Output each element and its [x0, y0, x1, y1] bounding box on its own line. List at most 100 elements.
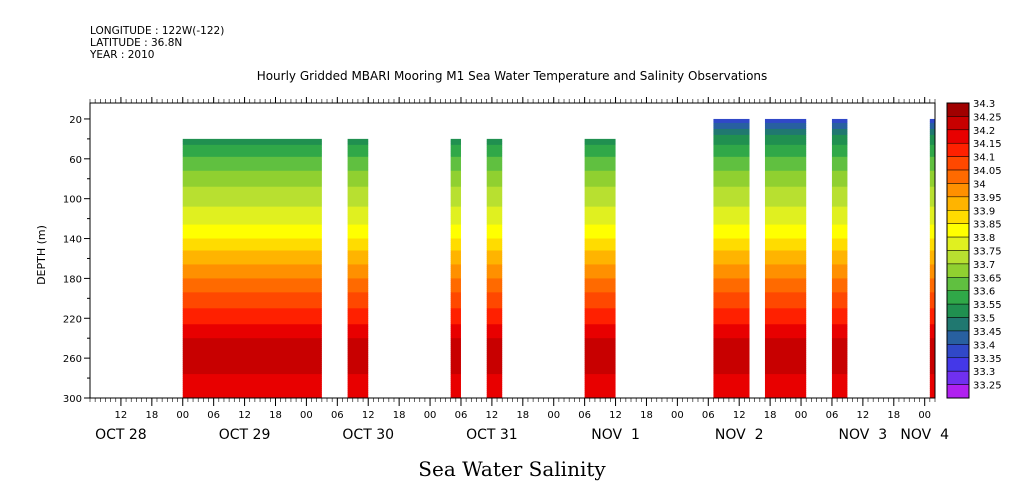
salinity-cell — [831, 290, 848, 293]
salinity-cell — [764, 264, 807, 267]
salinity-cell — [347, 306, 369, 309]
salinity-cell — [764, 128, 807, 132]
salinity-cell — [831, 158, 848, 162]
salinity-cell — [831, 384, 848, 387]
salinity-cell — [713, 292, 750, 295]
salinity-cell — [764, 334, 807, 337]
colorbar-label: 34.05 — [973, 166, 1002, 177]
salinity-cell — [929, 342, 935, 345]
y-tick-label: 300 — [63, 394, 82, 405]
salinity-cell — [831, 242, 848, 246]
salinity-cell — [450, 188, 461, 192]
salinity-cell — [764, 142, 807, 146]
salinity-cell — [450, 326, 461, 329]
salinity-cell — [182, 318, 322, 321]
salinity-cell — [831, 190, 848, 194]
salinity-cell — [929, 178, 935, 182]
salinity-cell — [929, 164, 935, 168]
salinity-cell — [713, 152, 750, 156]
salinity-cell — [486, 284, 503, 287]
salinity-cell — [764, 354, 807, 357]
salinity-cell — [584, 308, 616, 311]
salinity-cell — [713, 230, 750, 234]
salinity-cell — [584, 194, 616, 198]
salinity-cell — [929, 206, 935, 210]
salinity-cell — [584, 300, 616, 303]
salinity-cell — [831, 382, 848, 385]
salinity-cell — [929, 260, 935, 263]
salinity-cell — [347, 374, 369, 377]
salinity-cell — [486, 390, 503, 393]
salinity-cell — [486, 138, 503, 142]
salinity-cell — [450, 396, 461, 398]
y-tick-label: 260 — [63, 354, 82, 365]
x-day-label: NOV 2 — [715, 427, 764, 443]
salinity-cell — [764, 158, 807, 162]
salinity-cell — [764, 188, 807, 192]
salinity-cell — [929, 338, 935, 341]
salinity-cell — [929, 128, 935, 132]
salinity-cell — [764, 220, 807, 224]
salinity-cell — [713, 350, 750, 353]
salinity-cell — [713, 314, 750, 317]
salinity-cell — [929, 272, 935, 275]
salinity-cell — [713, 172, 750, 176]
salinity-cell — [450, 192, 461, 196]
salinity-cell — [486, 324, 503, 327]
salinity-cell — [831, 144, 848, 148]
salinity-cell — [831, 224, 848, 228]
salinity-cell — [486, 266, 503, 269]
salinity-cell — [764, 284, 807, 287]
salinity-cell — [584, 264, 616, 267]
colorbar-label: 33.3 — [973, 367, 995, 378]
salinity-cell — [450, 298, 461, 301]
salinity-cell — [347, 180, 369, 184]
salinity-cell — [486, 352, 503, 355]
salinity-cell — [831, 274, 848, 277]
x-day-label: OCT 28 — [95, 427, 147, 443]
salinity-cell — [713, 150, 750, 154]
salinity-cell — [929, 258, 935, 261]
salinity-cell — [584, 202, 616, 206]
colorbar-label: 33.9 — [973, 206, 995, 217]
salinity-cell — [182, 250, 322, 253]
salinity-cell — [713, 186, 750, 190]
salinity-cell — [486, 230, 503, 234]
salinity-cell — [764, 154, 807, 158]
salinity-cell — [450, 312, 461, 315]
salinity-cell — [486, 396, 503, 398]
salinity-cell — [764, 138, 807, 142]
salinity-cell — [182, 280, 322, 283]
salinity-cell — [182, 298, 322, 301]
salinity-cell — [347, 288, 369, 291]
colorbar-swatch — [946, 344, 970, 359]
salinity-cell — [486, 300, 503, 303]
colorbar-label: 33.65 — [973, 273, 1002, 284]
salinity-cell — [486, 292, 503, 295]
salinity-cell — [347, 196, 369, 200]
salinity-cell — [929, 250, 935, 253]
colorbar-swatch — [946, 317, 970, 332]
salinity-cell — [347, 248, 369, 251]
salinity-cell — [450, 386, 461, 389]
salinity-cell — [450, 390, 461, 393]
salinity-cell — [713, 324, 750, 327]
salinity-cell — [347, 226, 369, 230]
salinity-cell — [450, 178, 461, 182]
salinity-cell — [450, 316, 461, 319]
salinity-cell — [347, 138, 369, 142]
salinity-cell — [486, 148, 503, 152]
salinity-cell — [831, 394, 848, 397]
salinity-cell — [713, 158, 750, 162]
salinity-cell — [347, 384, 369, 387]
salinity-cell — [584, 382, 616, 385]
salinity-cell — [347, 252, 369, 255]
salinity-cell — [929, 264, 935, 267]
salinity-cell — [450, 170, 461, 174]
salinity-cell — [450, 376, 461, 379]
x-tick-label: 18 — [640, 410, 653, 421]
salinity-cell — [486, 198, 503, 202]
salinity-cell — [450, 360, 461, 363]
salinity-cell — [182, 344, 322, 347]
salinity-cell — [831, 244, 848, 248]
